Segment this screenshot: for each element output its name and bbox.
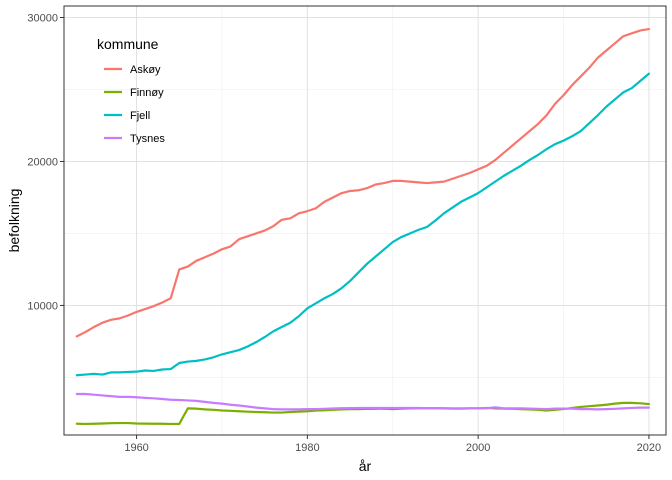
legend-title: kommune <box>97 36 159 52</box>
x-tick-label: 1960 <box>124 442 148 454</box>
legend-label-ask-y: Askøy <box>130 64 161 76</box>
y-axis: 10000 20000 30000 <box>27 13 64 312</box>
legend: kommune Askøy Finnøy Fjell Tysnes <box>97 36 165 145</box>
series-lines <box>75 27 651 426</box>
legend-label-tysnes: Tysnes <box>130 133 165 145</box>
panel-border <box>63 5 667 436</box>
x-axis: 1960 1980 2000 2020 <box>124 435 661 454</box>
series-line-ask-y <box>75 27 651 338</box>
y-tick-label: 20000 <box>27 156 58 168</box>
legend-items: Askøy Finnøy Fjell Tysnes <box>104 64 165 145</box>
y-tick-label: 30000 <box>27 13 58 25</box>
x-tick-label: 1980 <box>295 442 319 454</box>
series-line-fjell <box>75 72 651 377</box>
x-axis-title: år <box>359 458 372 474</box>
legend-label-finn-y: Finnøy <box>130 87 164 99</box>
y-tick-label: 10000 <box>27 300 58 312</box>
y-axis-title: befolkning <box>6 189 22 253</box>
x-tick-label: 2000 <box>466 442 490 454</box>
grid-lines <box>64 6 666 435</box>
series-line-tysnes <box>75 392 651 411</box>
legend-label-fjell: Fjell <box>130 110 150 122</box>
x-tick-label: 2020 <box>637 442 661 454</box>
